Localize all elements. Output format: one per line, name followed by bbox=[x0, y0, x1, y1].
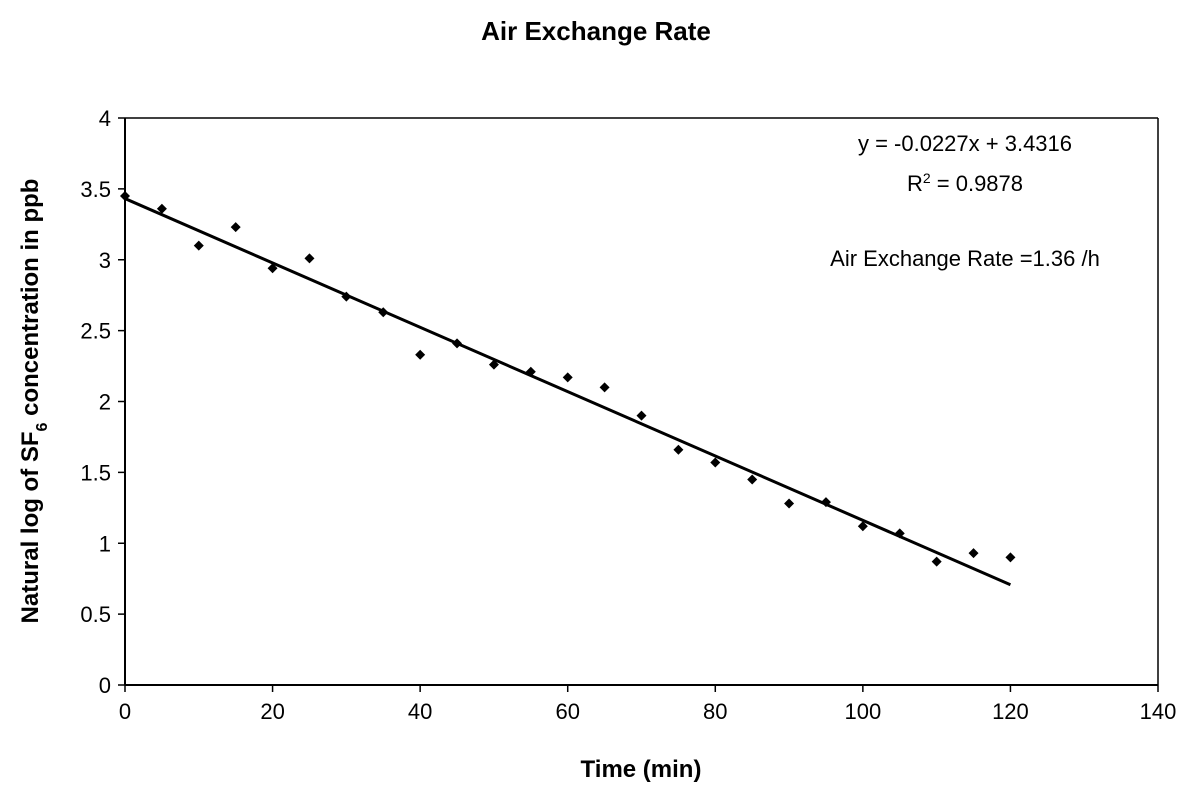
y-tick-label: 3 bbox=[99, 248, 111, 273]
data-point bbox=[452, 338, 463, 349]
data-point bbox=[747, 474, 758, 485]
data-points bbox=[120, 190, 1016, 567]
y-tick-label: 4 bbox=[99, 106, 111, 131]
plot-area bbox=[124, 117, 1159, 686]
data-point bbox=[857, 521, 868, 532]
x-tick-label: 0 bbox=[119, 699, 131, 724]
x-tick-label: 40 bbox=[408, 699, 432, 724]
x-tick-label: 80 bbox=[703, 699, 727, 724]
data-point bbox=[193, 240, 204, 251]
chart-title: Air Exchange Rate bbox=[481, 16, 711, 46]
y-axis-title: Natural log of SF6 concentration in ppb bbox=[17, 179, 51, 624]
x-tick-label: 20 bbox=[260, 699, 284, 724]
axis-ticks: 0 20 40 60 80 100 120 140 0 0.5 1 1.5 2 2.5 3 3.5 4 bbox=[80, 106, 1176, 724]
r-squared: R2 = 0.9878 bbox=[907, 170, 1023, 196]
x-axis-title: Time (min) bbox=[581, 756, 702, 783]
data-point bbox=[562, 372, 573, 383]
y-tick-label: 3.5 bbox=[80, 177, 111, 202]
y-axis-title-main: Natural log of SF bbox=[17, 431, 44, 623]
x-tick-label: 140 bbox=[1140, 699, 1177, 724]
data-point bbox=[784, 498, 795, 509]
trendline-group bbox=[124, 197, 1012, 587]
data-point bbox=[267, 263, 278, 274]
data-point bbox=[230, 222, 241, 233]
x-tick-label: 60 bbox=[555, 699, 579, 724]
y-tick-label: 1.5 bbox=[80, 460, 111, 485]
data-point bbox=[673, 444, 684, 455]
data-point bbox=[156, 203, 167, 214]
data-point bbox=[415, 349, 426, 360]
data-point bbox=[968, 548, 979, 559]
data-point bbox=[820, 497, 831, 508]
data-point bbox=[894, 528, 905, 539]
air-exchange-rate: Air Exchange Rate =1.36 /h bbox=[830, 246, 1100, 271]
data-point bbox=[710, 457, 721, 468]
y-tick-label: 1 bbox=[99, 531, 111, 556]
y-axis-title-rest: concentration in ppb bbox=[17, 179, 44, 423]
data-point bbox=[636, 410, 647, 421]
data-point bbox=[120, 190, 130, 201]
data-point bbox=[931, 556, 942, 567]
data-point bbox=[304, 253, 315, 264]
data-point bbox=[341, 291, 352, 302]
data-point bbox=[599, 382, 610, 393]
data-point bbox=[488, 359, 499, 370]
data-point bbox=[525, 366, 536, 377]
data-point bbox=[378, 307, 389, 318]
r-squared-superscript: 2 bbox=[923, 170, 931, 186]
data-point bbox=[1005, 552, 1016, 563]
x-tick-label: 120 bbox=[992, 699, 1029, 724]
x-tick-label: 100 bbox=[844, 699, 881, 724]
trend-equation: y = -0.0227x + 3.4316 bbox=[858, 131, 1072, 156]
y-tick-label: 0.5 bbox=[80, 602, 111, 627]
r-squared-prefix: R bbox=[907, 171, 923, 196]
y-axis-title-subscript: 6 bbox=[34, 422, 51, 431]
y-tick-label: 2 bbox=[99, 390, 111, 415]
r-squared-value: = 0.9878 bbox=[931, 171, 1023, 196]
trendline bbox=[124, 197, 1012, 587]
y-tick-label: 0 bbox=[99, 673, 111, 698]
y-tick-label: 2.5 bbox=[80, 319, 111, 344]
